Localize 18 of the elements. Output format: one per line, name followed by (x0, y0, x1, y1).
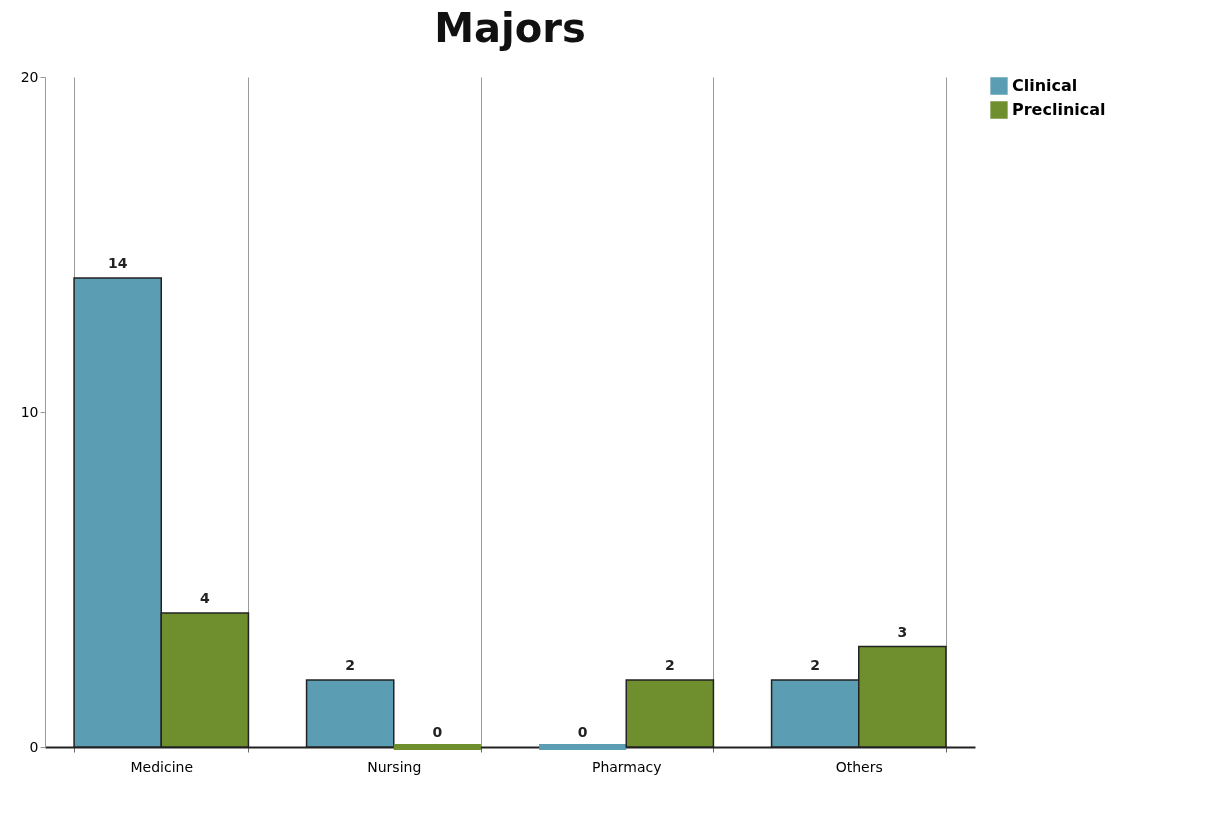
legend-label: Preclinical (1012, 100, 1106, 119)
x-tick-label: Nursing (367, 758, 422, 775)
data-label: 0 (432, 724, 443, 740)
x-tick-label: Pharmacy (591, 758, 662, 775)
data-label: 2 (664, 657, 675, 673)
y-tick-label: 10 (20, 403, 39, 420)
data-label: 3 (897, 623, 908, 640)
data-label: 14 (107, 255, 128, 271)
data-label: 2 (345, 657, 356, 673)
legend-label: Clinical (1012, 76, 1078, 95)
y-tick-label: 20 (20, 68, 39, 85)
data-label: 4 (199, 590, 210, 606)
x-tick-label: Others (835, 758, 883, 775)
data-label: 2 (810, 657, 821, 673)
x-tick-label: Medicine (130, 758, 194, 775)
chart-title: Majors (434, 5, 586, 51)
data-label: 0 (577, 724, 588, 740)
y-tick-label: 0 (29, 738, 39, 755)
